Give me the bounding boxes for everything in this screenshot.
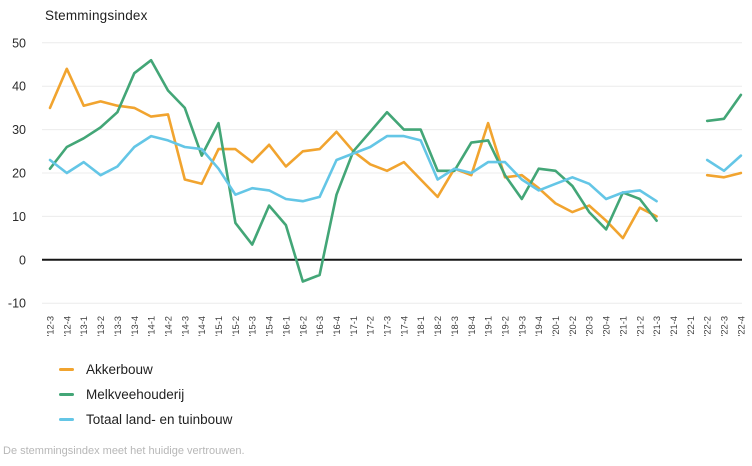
y-axis-label: -10: [8, 297, 26, 311]
legend-swatch-totaal-land-en-tuinbouw: [59, 417, 74, 422]
x-axis-label: '19-3: [517, 316, 527, 336]
legend-swatch-akkerbouw: [59, 367, 74, 372]
y-axis-label: 30: [12, 123, 26, 137]
x-axis-label: '18-4: [467, 316, 477, 336]
x-axis-label: '13-4: [130, 316, 140, 336]
x-axis-label: '19-1: [484, 316, 494, 336]
x-axis-label: '22-1: [686, 316, 696, 336]
series-line-melkveehouderij: [48, 58, 658, 283]
x-axis-label: '20-3: [585, 316, 595, 336]
x-axis-label: '12-3: [46, 316, 56, 336]
x-axis-label: '13-1: [79, 316, 89, 336]
chart-footnote: De stemmingsindex meet het huidige vertr…: [3, 445, 245, 457]
x-axis-label: '22-4: [736, 316, 746, 336]
x-axis-label: '16-3: [315, 316, 325, 336]
series-line-akkerbouw: [705, 171, 743, 179]
y-axis-label: 40: [12, 80, 26, 94]
x-axis-label: '22-2: [703, 316, 713, 336]
series-line-totaal-land-en-tuinbouw: [48, 134, 658, 203]
x-axis-label: '20-2: [568, 316, 578, 336]
x-axis-label: '20-1: [551, 316, 561, 336]
x-axis-label: '18-3: [450, 316, 460, 336]
x-axis-label: '22-3: [720, 316, 730, 336]
x-axis-label: '12-4: [62, 316, 72, 336]
x-axis-label: '16-2: [298, 316, 308, 336]
x-axis-label: '21-4: [669, 316, 679, 336]
x-axis-label: '14-3: [180, 316, 190, 336]
x-axis-label: '21-3: [652, 316, 662, 336]
x-axis-label: '16-1: [281, 316, 291, 336]
x-axis-label: '17-2: [366, 316, 376, 336]
legend-item-totaal-land-en-tuinbouw[interactable]: Totaal land- en tuinbouw: [59, 407, 232, 432]
series-line-totaal-land-en-tuinbouw: [705, 154, 743, 173]
x-axis-label: '13-2: [96, 316, 106, 336]
x-axis-label: '19-2: [500, 316, 510, 336]
series-line-melkveehouderij: [705, 93, 743, 123]
y-axis-label: 50: [12, 36, 26, 50]
x-axis-label: '18-2: [433, 316, 443, 336]
x-axis-label: '15-4: [265, 316, 275, 336]
x-axis-label: '13-3: [113, 316, 123, 336]
y-axis-label: 10: [12, 210, 26, 224]
legend-label: Akkerbouw: [86, 362, 153, 377]
x-axis-label: '16-4: [332, 316, 342, 336]
x-axis-label: '18-1: [416, 316, 426, 336]
x-axis-label: '14-2: [163, 316, 173, 336]
chart-legend: Akkerbouw Melkveehouderij Totaal land- en …: [59, 357, 232, 432]
x-axis-label: '21-1: [618, 316, 628, 336]
y-axis-label: 0: [19, 253, 26, 267]
x-axis-label: '17-4: [399, 316, 409, 336]
x-axis-label: '15-1: [214, 316, 224, 336]
x-axis-label: '20-4: [602, 316, 612, 336]
legend-swatch-melkveehouderij: [59, 392, 74, 397]
x-axis-label: '15-2: [231, 316, 241, 336]
x-axis-label: '17-3: [383, 316, 393, 336]
x-axis-label: '15-3: [248, 316, 258, 336]
chart-title: Stemmingsindex: [45, 8, 148, 23]
legend-label: Melkveehouderij: [86, 387, 185, 402]
line-chart: 50 40 30 20 10 0 -10 '12-3 '12-4 '13-1 '13-2 '13-3 '…: [8, 36, 746, 336]
x-axis-label: '19-4: [534, 316, 544, 336]
x-axis-label: '14-4: [197, 316, 207, 336]
y-axis-label: 20: [12, 167, 26, 181]
x-axis-label: '14-1: [147, 316, 157, 336]
legend-item-melkveehouderij[interactable]: Melkveehouderij: [59, 382, 232, 407]
x-axis-label: '21-2: [635, 316, 645, 336]
legend-item-akkerbouw[interactable]: Akkerbouw: [59, 357, 232, 382]
x-axis-label: '17-1: [349, 316, 359, 336]
legend-label: Totaal land- en tuinbouw: [86, 412, 233, 427]
